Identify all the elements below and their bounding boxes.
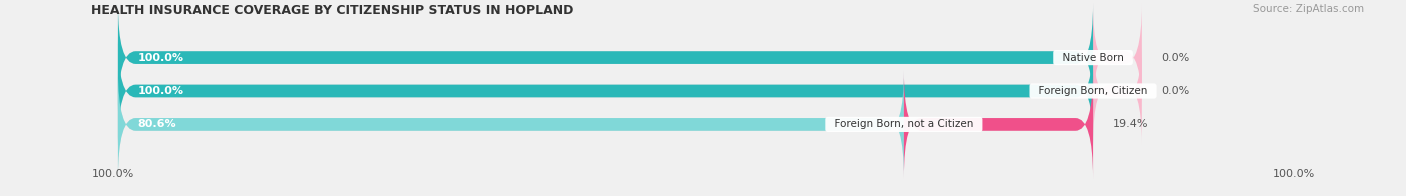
FancyBboxPatch shape bbox=[118, 4, 1092, 111]
Text: HEALTH INSURANCE COVERAGE BY CITIZENSHIP STATUS IN HOPLAND: HEALTH INSURANCE COVERAGE BY CITIZENSHIP… bbox=[91, 4, 574, 17]
FancyBboxPatch shape bbox=[1092, 4, 1142, 111]
FancyBboxPatch shape bbox=[118, 4, 1092, 111]
Text: 0.0%: 0.0% bbox=[1161, 53, 1189, 63]
FancyBboxPatch shape bbox=[904, 71, 1092, 178]
Text: 19.4%: 19.4% bbox=[1112, 119, 1149, 129]
Text: 100.0%: 100.0% bbox=[138, 53, 183, 63]
Text: 100.0%: 100.0% bbox=[1272, 169, 1315, 179]
FancyBboxPatch shape bbox=[118, 37, 1092, 145]
Text: 0.0%: 0.0% bbox=[1161, 86, 1189, 96]
Text: 80.6%: 80.6% bbox=[138, 119, 176, 129]
Text: Foreign Born, Citizen: Foreign Born, Citizen bbox=[1032, 86, 1154, 96]
Text: Foreign Born, not a Citizen: Foreign Born, not a Citizen bbox=[828, 119, 980, 129]
FancyBboxPatch shape bbox=[1092, 37, 1142, 145]
FancyBboxPatch shape bbox=[118, 71, 1092, 178]
Text: 100.0%: 100.0% bbox=[91, 169, 134, 179]
FancyBboxPatch shape bbox=[118, 71, 904, 178]
Text: Source: ZipAtlas.com: Source: ZipAtlas.com bbox=[1253, 4, 1364, 14]
Text: Native Born: Native Born bbox=[1056, 53, 1130, 63]
Text: 100.0%: 100.0% bbox=[138, 86, 183, 96]
FancyBboxPatch shape bbox=[118, 37, 1092, 145]
